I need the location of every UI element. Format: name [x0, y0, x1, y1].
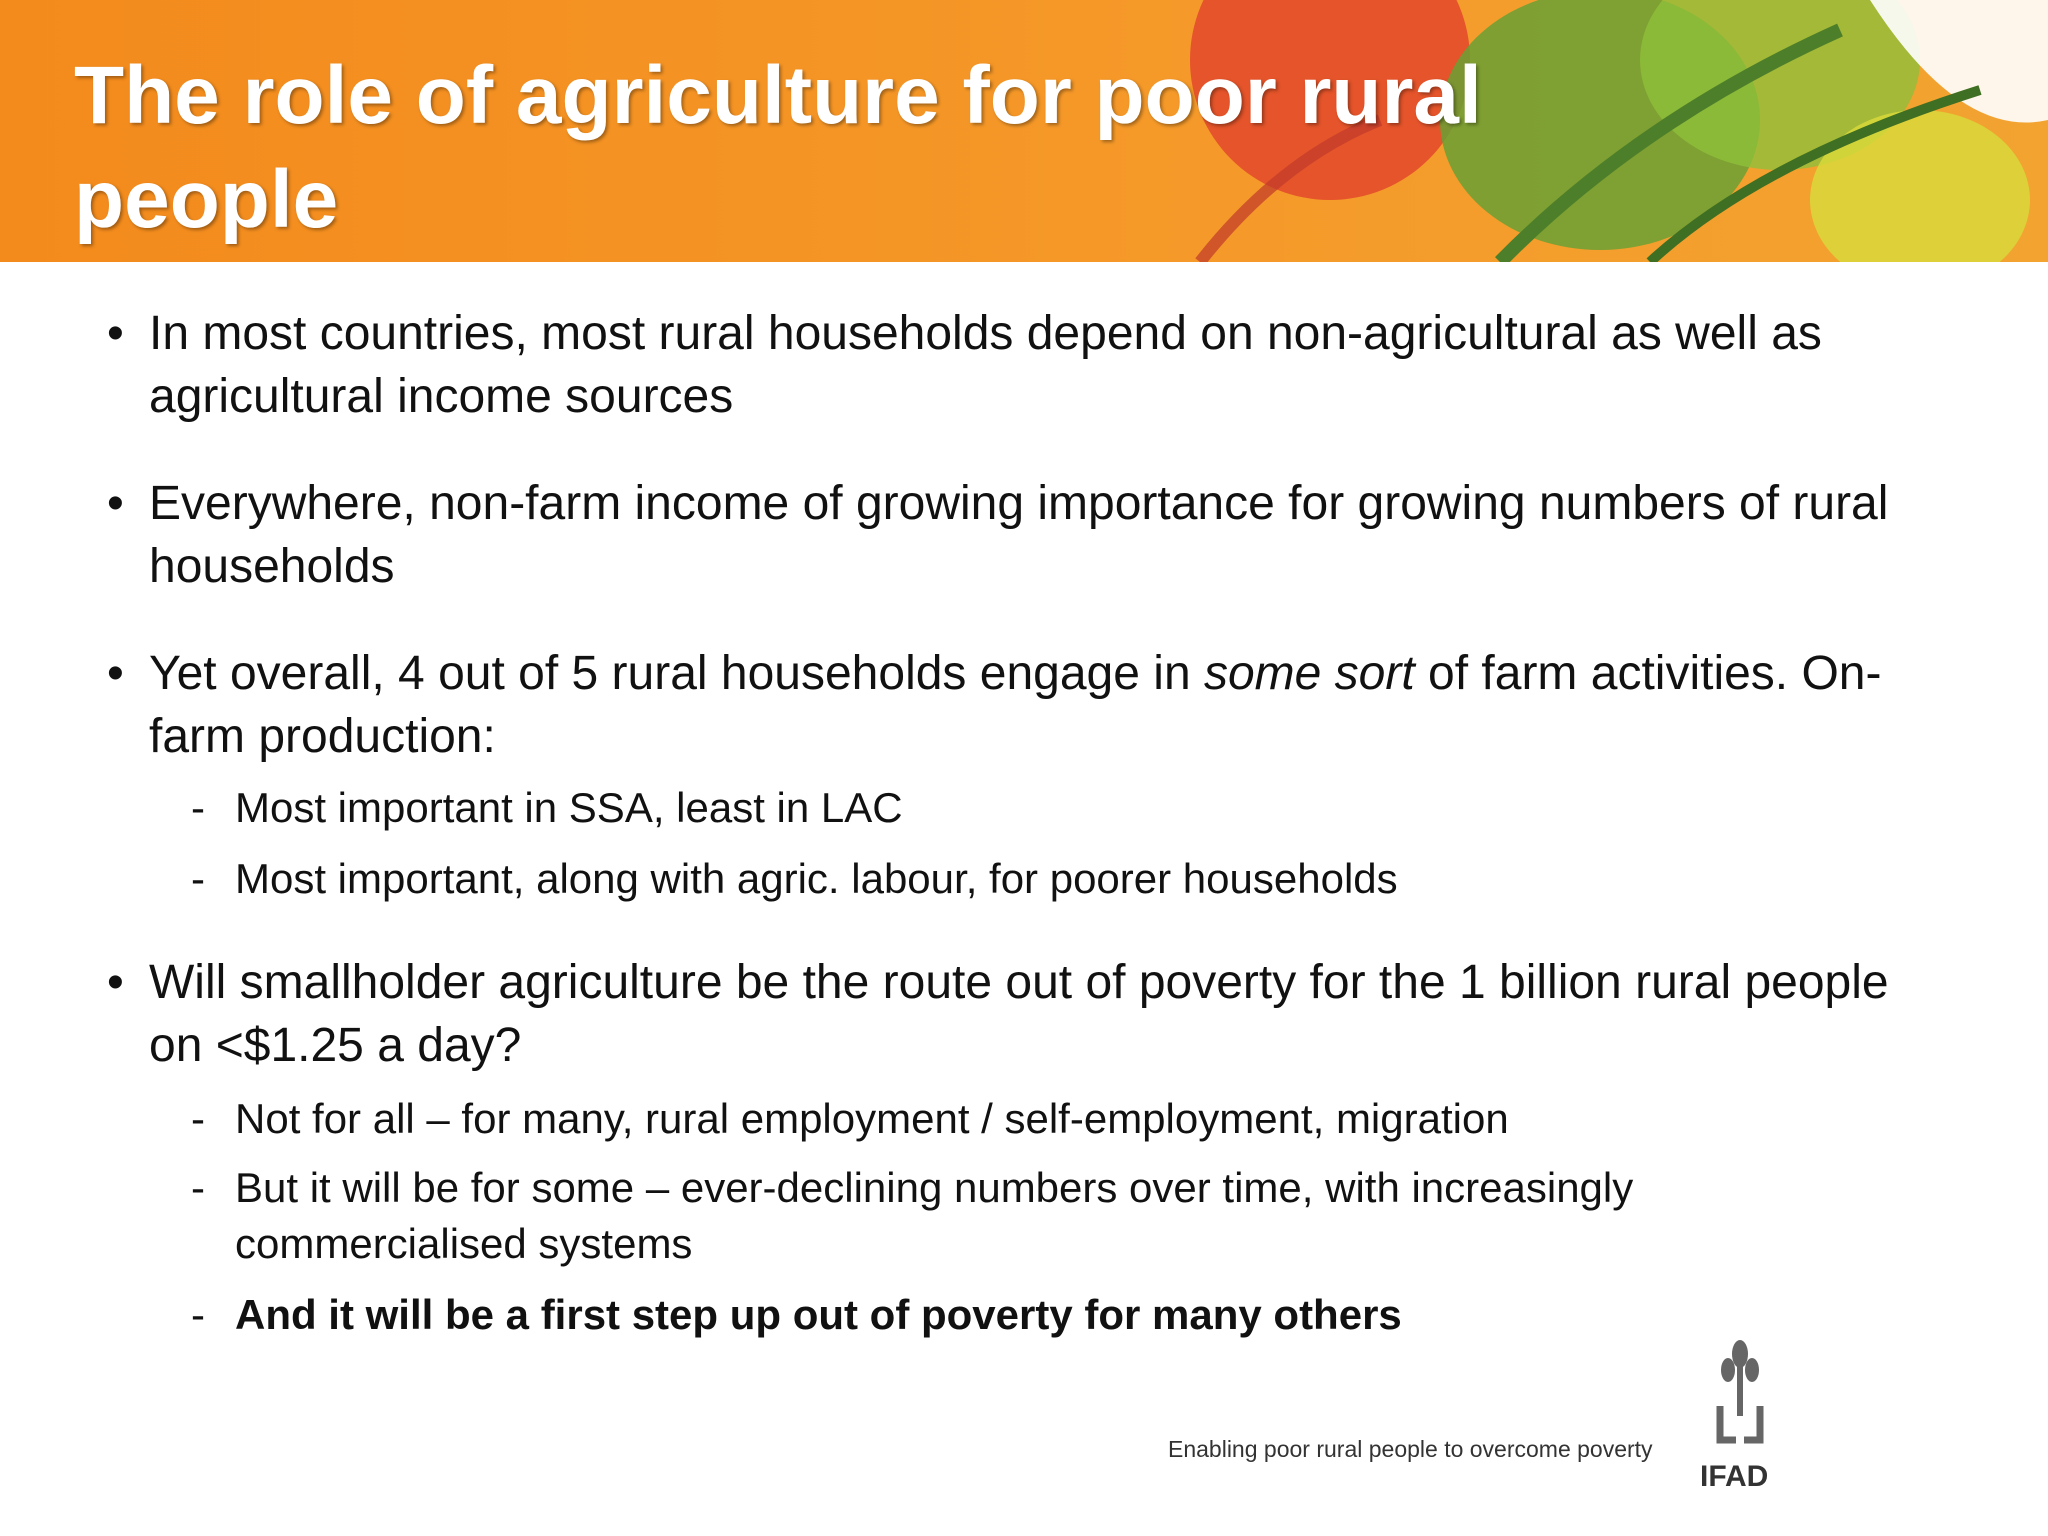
bullet-text: In most countries, most rural households…	[149, 307, 1822, 423]
bullet-text: Yet overall, 4 out of 5 rural households…	[149, 647, 1204, 700]
bullet: • Yet overall, 4 out of 5 rural household…	[107, 647, 1882, 763]
bullet-text: of farm activities. On-farm production:	[149, 647, 1882, 763]
bullet-text-italic: some sort	[1203, 647, 1415, 700]
footer-tagline: Enabling poor rural people to overcome p…	[1168, 1436, 1653, 1462]
sub-bullet-text: Most important, along with agric. labour…	[235, 855, 1398, 902]
sub-bullet: - Most important, along with agric. labou…	[191, 855, 1398, 902]
sub-bullet: - But it will be for some – ever-declinin…	[191, 1164, 1634, 1267]
sub-bullet-text: Not for all – for many, rural employment…	[235, 1095, 1509, 1142]
bullet: • Everywhere, non-farm income of growing …	[107, 477, 1889, 593]
bullet-text: Will smallholder agriculture be the rout…	[149, 956, 1889, 1072]
slide-title: The role of agriculture for poor rural p…	[74, 50, 1482, 245]
sub-bullet-text: Most important in SSA, least in LAC	[235, 784, 903, 831]
bullet: • Will smallholder agriculture be the rou…	[107, 956, 1889, 1072]
sub-bullet-text: And it will be a first step up out of po…	[235, 1291, 1402, 1338]
header-decoration	[1190, 0, 2048, 262]
header-band: The role of agriculture for poor rural p…	[0, 0, 2048, 262]
sub-bullet: - Not for all – for many, rural employmen…	[191, 1095, 1509, 1142]
logo-icon	[1716, 1340, 1764, 1444]
sub-bullet: - And it will be a first step up out of p…	[191, 1291, 1402, 1338]
sub-bullet: - Most important in SSA, least in LAC	[191, 784, 903, 831]
bullet-text: Everywhere, non-farm income of growing i…	[149, 477, 1889, 593]
sub-bullet-text: But it will be for some – ever-declining…	[235, 1164, 1634, 1267]
bullet: • In most countries, most rural household…	[107, 307, 1822, 423]
logo-text: IFAD	[1700, 1460, 1769, 1493]
